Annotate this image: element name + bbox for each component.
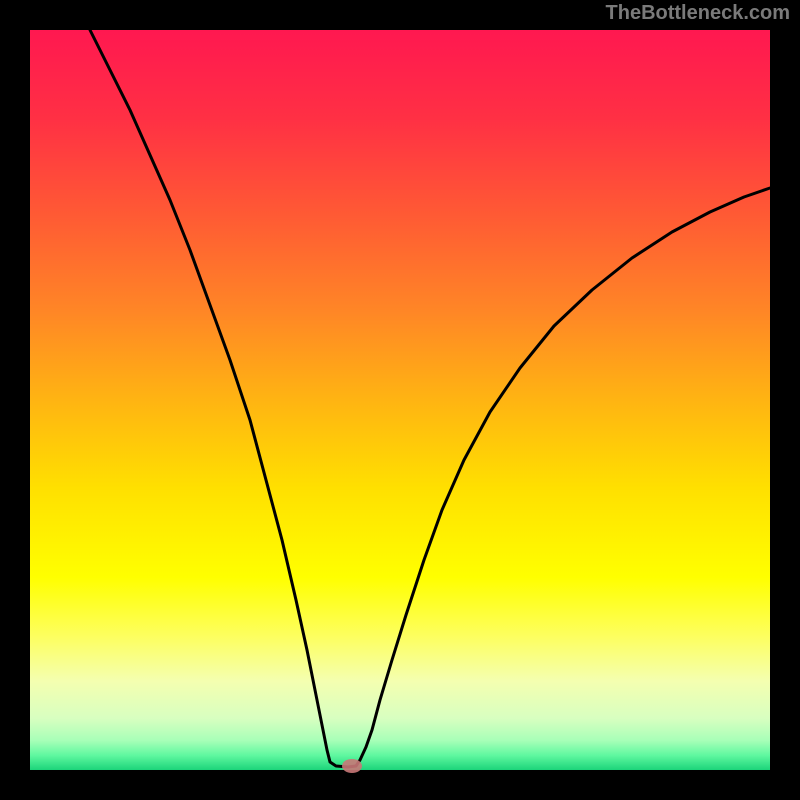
watermark-text: TheBottleneck.com [606,2,790,25]
bottleneck-chart [0,0,800,800]
minimum-marker [342,759,362,773]
gradient-background [30,30,770,770]
